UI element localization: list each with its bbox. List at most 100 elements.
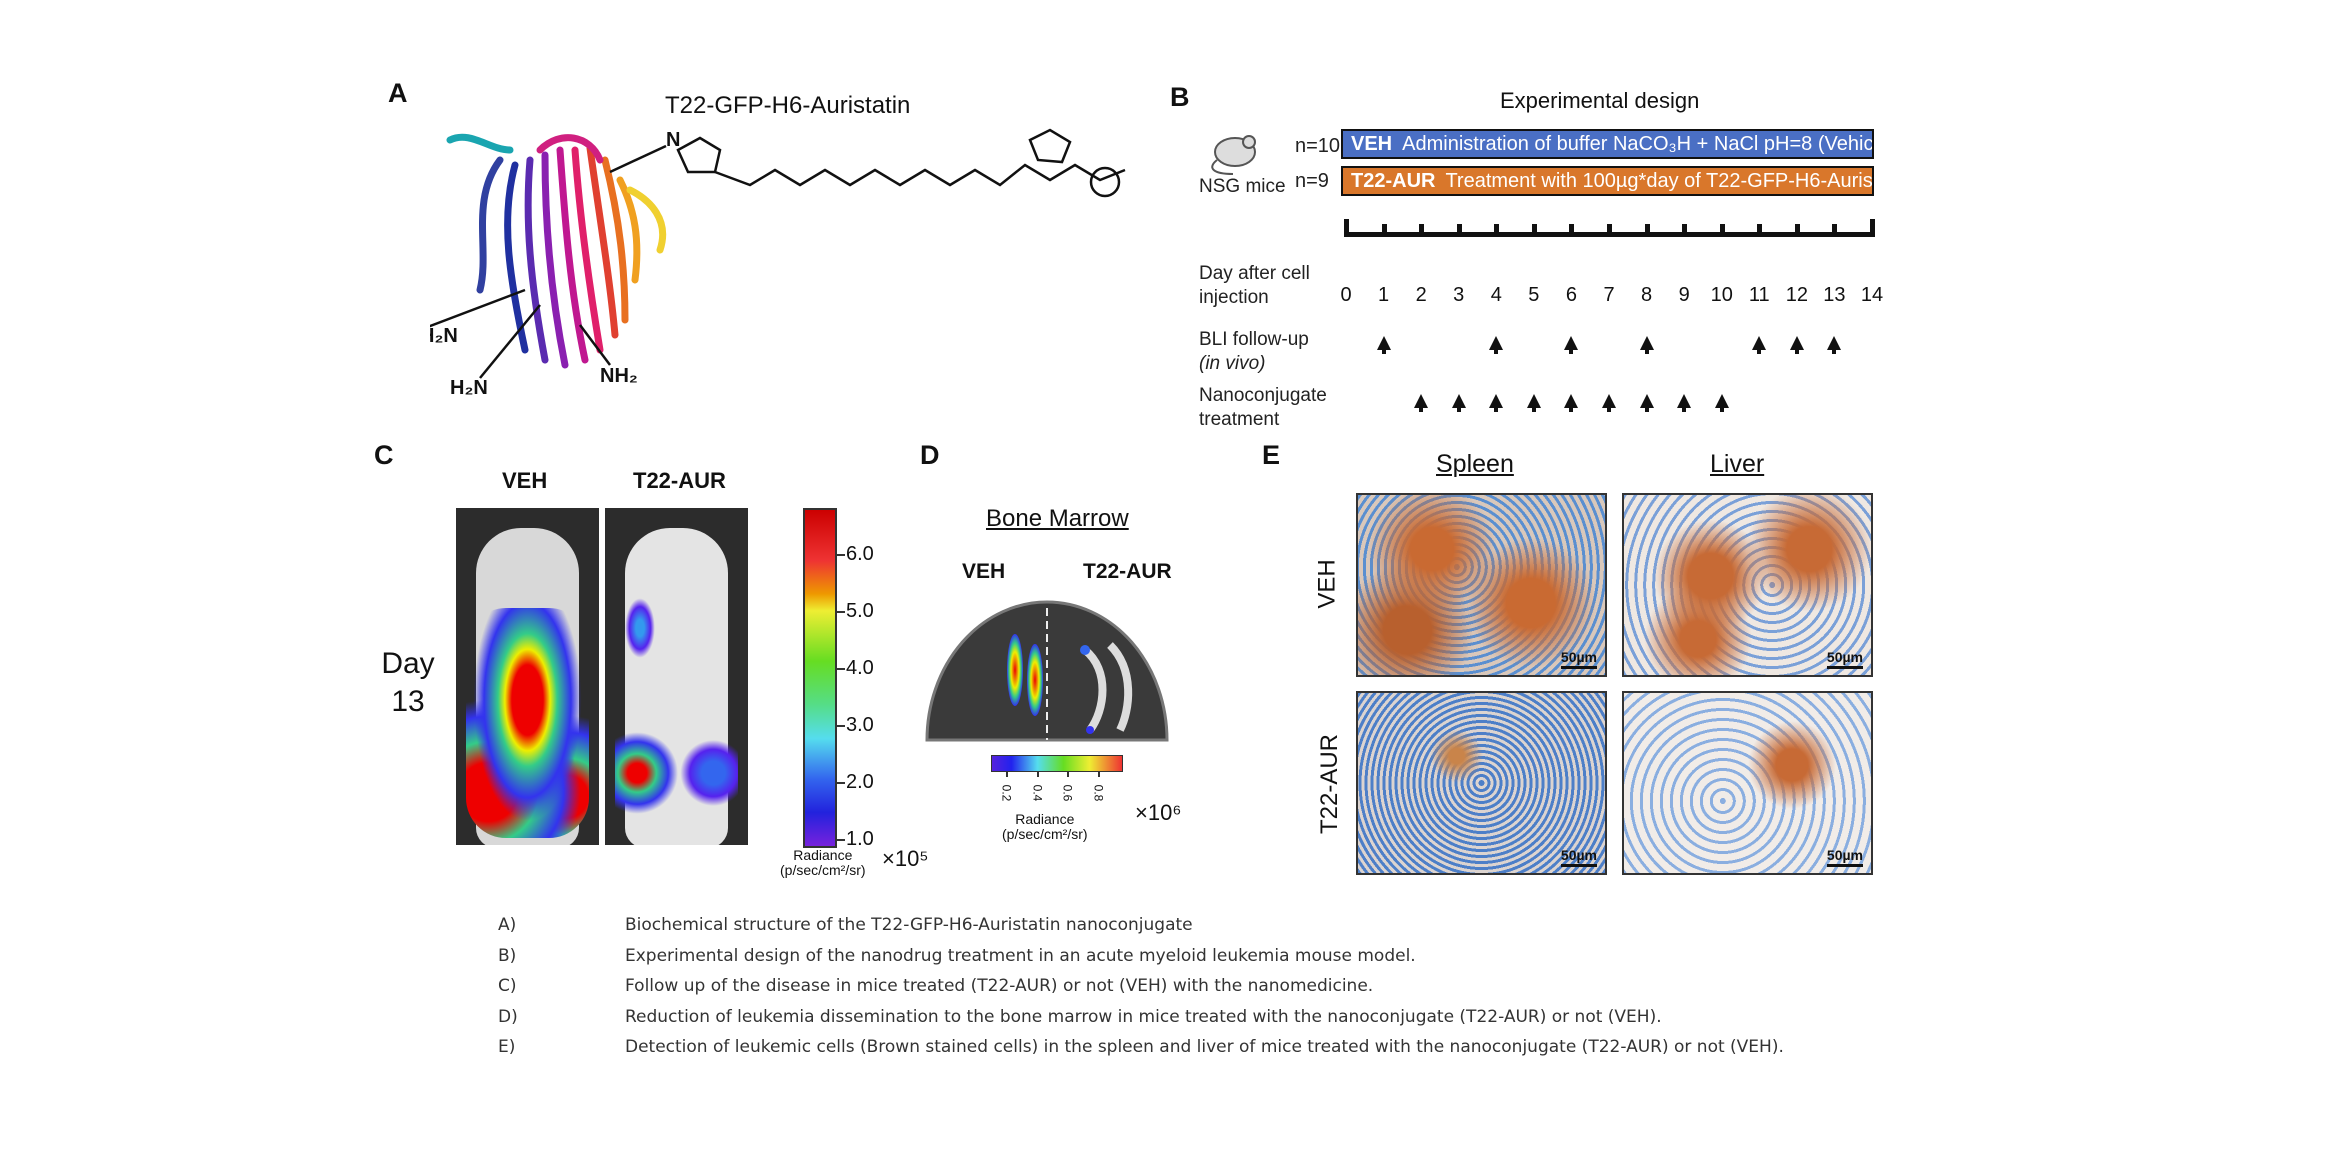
timeline-tick xyxy=(1531,224,1537,236)
caption-line: D) Reduction of leukemia dissemination to… xyxy=(498,1007,1662,1027)
bli-arrow-icon xyxy=(1752,336,1767,354)
h2n-label-1: H₂N xyxy=(430,325,458,347)
caption-line: E) Detection of leukemic cells (Brown sta… xyxy=(498,1037,1784,1057)
bli-arrow-icon xyxy=(1639,336,1654,354)
colorbar-tick-label: 0.6 xyxy=(1060,784,1075,802)
colorbar-tick xyxy=(1036,771,1039,777)
aur-group-bar: T22-AUR Treatment with 100µg*day of T22-G… xyxy=(1341,166,1874,196)
colorbar-tick-label: 4.0 xyxy=(846,657,874,679)
mouse-icon xyxy=(1211,135,1256,175)
bone-marrow-title: Bone Marrow xyxy=(986,505,1129,532)
panel-b-title: Experimental design xyxy=(1500,88,1700,113)
caption-text: Biochemical structure of the T22-GFP-H6-… xyxy=(625,915,1193,935)
colorbar-tick xyxy=(837,668,845,670)
bli-arrow-icon xyxy=(1789,336,1804,354)
veh-tag: VEH xyxy=(1351,133,1393,155)
bli-arrow-icon xyxy=(1827,336,1842,354)
colorbar-tick xyxy=(837,610,845,613)
day-axis-label: Day after cell injection xyxy=(1199,263,1310,308)
histology-liver-veh: 50µm xyxy=(1622,493,1873,677)
timeline-tick xyxy=(1719,224,1725,236)
panel-d-letter: D xyxy=(920,440,940,470)
panel-a-title: T22-GFP-H6-Auristatin xyxy=(665,92,911,119)
day-tick-label: 10 xyxy=(1710,284,1733,306)
panel-c-colorbar-label: Radiance (p/sec/cm²/sr) xyxy=(780,848,866,878)
panel-b-letter: B xyxy=(1170,82,1190,112)
caption-text: Reduction of leukemia dissemination to t… xyxy=(625,1006,1662,1027)
day-tick-label: 11 xyxy=(1748,284,1770,306)
bli-label-text: BLI follow-up xyxy=(1199,329,1309,350)
timeline-tick xyxy=(1832,224,1838,236)
caption-letter: A) xyxy=(498,915,517,935)
scale-bar: 50µm xyxy=(1561,649,1597,669)
treatment-arrow-icon xyxy=(1526,394,1541,412)
bli-label: BLI follow-up (in vivo) xyxy=(1199,328,1309,376)
colorbar-tick xyxy=(837,553,845,556)
colorbar-tick xyxy=(837,782,845,785)
colorbar-tick-label: 1.0 xyxy=(846,828,874,851)
treatment-arrow-icon xyxy=(1714,394,1729,412)
treatment-arrow-icon xyxy=(1639,394,1654,412)
panel-c-aur-label: T22-AUR xyxy=(633,468,726,493)
treatment-arrow-icon xyxy=(1414,394,1429,412)
timeline-tick xyxy=(1569,224,1575,236)
day-13-label: Day 13 xyxy=(381,647,435,718)
scale-bar: 50µm xyxy=(1827,847,1863,867)
caption-letter: E) xyxy=(498,1037,516,1057)
day-tick-label: 5 xyxy=(1528,284,1540,306)
colorbar-tick xyxy=(1098,771,1101,777)
radiance-label-d: Radiance xyxy=(1015,811,1075,827)
colorbar-tick xyxy=(837,725,845,728)
colorbar-tick-label: 0.4 xyxy=(1030,784,1045,802)
day-tick-label: 2 xyxy=(1415,284,1427,306)
day-tick-label: 4 xyxy=(1490,284,1502,306)
mouse-strain-label: NSG mice xyxy=(1199,176,1286,197)
colorbar-tick-label: 2.0 xyxy=(846,771,874,794)
aur-description: Treatment with 100µg*day of T22-GFP-H6-A… xyxy=(1445,170,1874,192)
radiance-units-d: (p/sec/cm²/sr) xyxy=(1002,826,1088,842)
treatment-arrow-icon xyxy=(1451,394,1466,412)
caption-letter: B) xyxy=(498,945,517,966)
treatment-arrow-icon xyxy=(1602,394,1616,412)
timeline-tick xyxy=(1381,224,1387,236)
panel-d-veh-label: VEH xyxy=(962,560,1006,583)
treatment-arrow-icon xyxy=(1677,394,1692,412)
row-veh-label: VEH xyxy=(1313,559,1341,609)
caption-text: Follow up of the disease in mice treated… xyxy=(625,976,1374,996)
panel-c-colorbar-scale: ×10⁵ xyxy=(882,846,929,871)
timeline-tick xyxy=(1794,224,1800,236)
colorbar-tick xyxy=(1067,771,1070,777)
nh2-label: NH₂ xyxy=(600,365,638,387)
treatment-arrow-icon xyxy=(1489,394,1504,412)
bli-label-italic: (in vivo) xyxy=(1199,353,1266,374)
caption-text: Experimental design of the nanodrug trea… xyxy=(625,945,1416,966)
timeline-tick xyxy=(1456,224,1462,236)
scale-bar: 50µm xyxy=(1561,847,1597,867)
timeline-tick xyxy=(1607,224,1612,236)
day-tick-label: 6 xyxy=(1565,284,1577,306)
colorbar-tick-label: 6.0 xyxy=(846,542,874,565)
colorbar-tick xyxy=(837,839,845,842)
panel-d-colorbar xyxy=(991,755,1123,772)
bli-image-veh xyxy=(456,508,599,845)
timeline-tick xyxy=(1419,224,1425,236)
protein-structure-illustration: N H₂N H₂N NH₂ xyxy=(430,128,1126,399)
day-tick-label: 13 xyxy=(1823,284,1846,306)
caption-line: B) Experimental design of the nanodrug tr… xyxy=(498,946,1416,966)
scale-bar: 50µm xyxy=(1827,649,1863,669)
timeline-tick xyxy=(1870,219,1875,237)
histology-spleen-t22-aur: 50µm xyxy=(1356,691,1607,875)
bli-image-t22-aur xyxy=(605,508,748,845)
day-tick-label: 0 xyxy=(1340,284,1352,306)
treatment-label: Nanoconjugate treatment xyxy=(1199,385,1327,430)
timeline-tick xyxy=(1644,224,1650,236)
panel-c-colorbar xyxy=(803,508,837,848)
radiance-units: (p/sec/cm²/sr) xyxy=(780,862,866,878)
day-tick-label: 1 xyxy=(1378,284,1390,306)
row-t22-aur-label: T22-AUR xyxy=(1316,733,1344,835)
panel-e-letter: E xyxy=(1262,440,1281,470)
day-tick-label: 7 xyxy=(1603,284,1615,306)
panel-c-letter: C xyxy=(374,440,394,470)
panel-d-aur-label: T22-AUR xyxy=(1083,560,1172,583)
veh-description: Administration of buffer NaCO₃H + NaCl p… xyxy=(1402,133,1874,155)
